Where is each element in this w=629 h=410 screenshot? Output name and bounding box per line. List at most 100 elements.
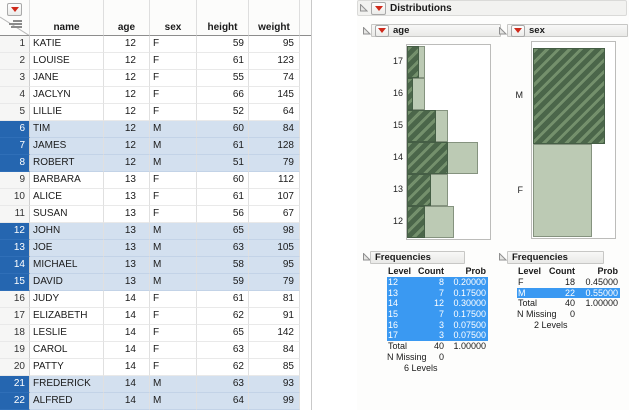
cell-sex[interactable]: F bbox=[150, 291, 197, 308]
cell-age[interactable]: 12 bbox=[104, 87, 150, 104]
cell-age[interactable]: 12 bbox=[104, 53, 150, 70]
cell-sex[interactable]: F bbox=[150, 308, 197, 325]
row-number[interactable]: 18 bbox=[0, 325, 30, 342]
sex-frequencies-header[interactable]: Frequencies bbox=[507, 251, 604, 264]
age-bar-selected-17[interactable] bbox=[407, 46, 419, 78]
cell-weight[interactable]: 85 bbox=[249, 359, 300, 376]
cell-weight[interactable]: 64 bbox=[249, 104, 300, 121]
cell-weight[interactable]: 67 bbox=[249, 206, 300, 223]
cell-name[interactable]: FREDERICK bbox=[30, 376, 104, 393]
age-bar-selected-15[interactable] bbox=[407, 110, 437, 142]
cell-age[interactable]: 14 bbox=[104, 291, 150, 308]
row-number[interactable]: 11 bbox=[0, 206, 30, 223]
cell-age[interactable]: 14 bbox=[104, 325, 150, 342]
cell-sex[interactable]: F bbox=[150, 342, 197, 359]
row-number[interactable]: 9 bbox=[0, 172, 30, 189]
cell-weight[interactable]: 112 bbox=[249, 172, 300, 189]
cell-age[interactable]: 12 bbox=[104, 155, 150, 172]
row-number[interactable]: 17 bbox=[0, 308, 30, 325]
cell-age[interactable]: 14 bbox=[104, 308, 150, 325]
cell-height[interactable]: 66 bbox=[197, 87, 249, 104]
cell-age[interactable]: 13 bbox=[104, 274, 150, 291]
row-number[interactable]: 12 bbox=[0, 223, 30, 240]
cell-name[interactable]: ELIZABETH bbox=[30, 308, 104, 325]
cell-weight[interactable]: 81 bbox=[249, 291, 300, 308]
disclosure-icon[interactable] bbox=[360, 4, 368, 12]
table-menu-button[interactable] bbox=[7, 3, 22, 16]
cell-name[interactable]: ROBERT bbox=[30, 155, 104, 172]
age-bar-selected-12[interactable] bbox=[407, 206, 425, 238]
row-number[interactable]: 13 bbox=[0, 240, 30, 257]
row-number[interactable]: 19 bbox=[0, 342, 30, 359]
cell-weight[interactable]: 107 bbox=[249, 189, 300, 206]
frequency-row-13[interactable]: 13 7 0.17500 bbox=[387, 287, 488, 299]
cell-sex[interactable]: F bbox=[150, 206, 197, 223]
cell-name[interactable]: SUSAN bbox=[30, 206, 104, 223]
cell-height[interactable]: 52 bbox=[197, 104, 249, 121]
cell-name[interactable]: MICHAEL bbox=[30, 257, 104, 274]
cell-weight[interactable]: 95 bbox=[249, 36, 300, 53]
cell-sex[interactable]: F bbox=[150, 104, 197, 121]
row-number[interactable]: 20 bbox=[0, 359, 30, 376]
cell-age[interactable]: 13 bbox=[104, 240, 150, 257]
cell-weight[interactable]: 145 bbox=[249, 87, 300, 104]
cell-age[interactable]: 14 bbox=[104, 393, 150, 410]
cell-name[interactable]: KATIE bbox=[30, 36, 104, 53]
distributions-menu-button[interactable] bbox=[371, 1, 386, 15]
cell-age[interactable]: 13 bbox=[104, 223, 150, 240]
frequency-row-12[interactable]: 12 8 0.20000 bbox=[387, 277, 488, 288]
cell-height[interactable]: 61 bbox=[197, 53, 249, 70]
columns-panel-icon[interactable] bbox=[9, 20, 22, 29]
cell-age[interactable]: 13 bbox=[104, 189, 150, 206]
cell-sex[interactable]: F bbox=[150, 87, 197, 104]
frequency-row-M[interactable]: M 22 0.55000 bbox=[517, 287, 620, 299]
column-header-name[interactable]: name bbox=[30, 0, 104, 36]
cell-weight[interactable]: 79 bbox=[249, 274, 300, 291]
cell-height[interactable]: 56 bbox=[197, 206, 249, 223]
row-number[interactable]: 10 bbox=[0, 189, 30, 206]
row-number[interactable]: 8 bbox=[0, 155, 30, 172]
cell-name[interactable]: JUDY bbox=[30, 291, 104, 308]
age-bar-selected-13[interactable] bbox=[407, 174, 431, 206]
row-number[interactable]: 21 bbox=[0, 376, 30, 393]
column-header-age[interactable]: age bbox=[104, 0, 150, 36]
cell-weight[interactable]: 99 bbox=[249, 393, 300, 410]
cell-weight[interactable]: 105 bbox=[249, 240, 300, 257]
age-bar-selected-16[interactable] bbox=[407, 78, 413, 110]
cell-name[interactable]: JOE bbox=[30, 240, 104, 257]
cell-name[interactable]: BARBARA bbox=[30, 172, 104, 189]
frequency-row-F[interactable]: F 18 0.45000 bbox=[517, 277, 620, 288]
cell-name[interactable]: CAROL bbox=[30, 342, 104, 359]
cell-name[interactable]: LESLIE bbox=[30, 325, 104, 342]
disclosure-icon[interactable] bbox=[499, 27, 507, 35]
cell-sex[interactable]: M bbox=[150, 138, 197, 155]
age-frequencies-header[interactable]: Frequencies bbox=[370, 251, 465, 264]
cell-weight[interactable]: 79 bbox=[249, 155, 300, 172]
cell-age[interactable]: 12 bbox=[104, 70, 150, 87]
disclosure-icon[interactable] bbox=[363, 27, 371, 35]
cell-name[interactable]: ALICE bbox=[30, 189, 104, 206]
cell-height[interactable]: 61 bbox=[197, 291, 249, 308]
cell-age[interactable]: 12 bbox=[104, 104, 150, 121]
cell-weight[interactable]: 84 bbox=[249, 342, 300, 359]
cell-height[interactable]: 65 bbox=[197, 325, 249, 342]
cell-height[interactable]: 58 bbox=[197, 257, 249, 274]
age-menu-button[interactable] bbox=[375, 24, 389, 37]
cell-sex[interactable]: M bbox=[150, 121, 197, 138]
row-number[interactable]: 6 bbox=[0, 121, 30, 138]
cell-weight[interactable]: 91 bbox=[249, 308, 300, 325]
row-number[interactable]: 4 bbox=[0, 87, 30, 104]
row-number[interactable]: 14 bbox=[0, 257, 30, 274]
row-number[interactable]: 5 bbox=[0, 104, 30, 121]
cell-sex[interactable]: F bbox=[150, 53, 197, 70]
cell-height[interactable]: 63 bbox=[197, 342, 249, 359]
cell-height[interactable]: 65 bbox=[197, 223, 249, 240]
cell-height[interactable]: 55 bbox=[197, 70, 249, 87]
cell-sex[interactable]: F bbox=[150, 189, 197, 206]
cell-name[interactable]: ALFRED bbox=[30, 393, 104, 410]
cell-sex[interactable]: M bbox=[150, 240, 197, 257]
frequency-row-14[interactable]: 14 12 0.30000 bbox=[387, 298, 488, 310]
distributions-header[interactable]: Distributions bbox=[357, 0, 627, 16]
cell-height[interactable]: 64 bbox=[197, 393, 249, 410]
cell-height[interactable]: 59 bbox=[197, 274, 249, 291]
